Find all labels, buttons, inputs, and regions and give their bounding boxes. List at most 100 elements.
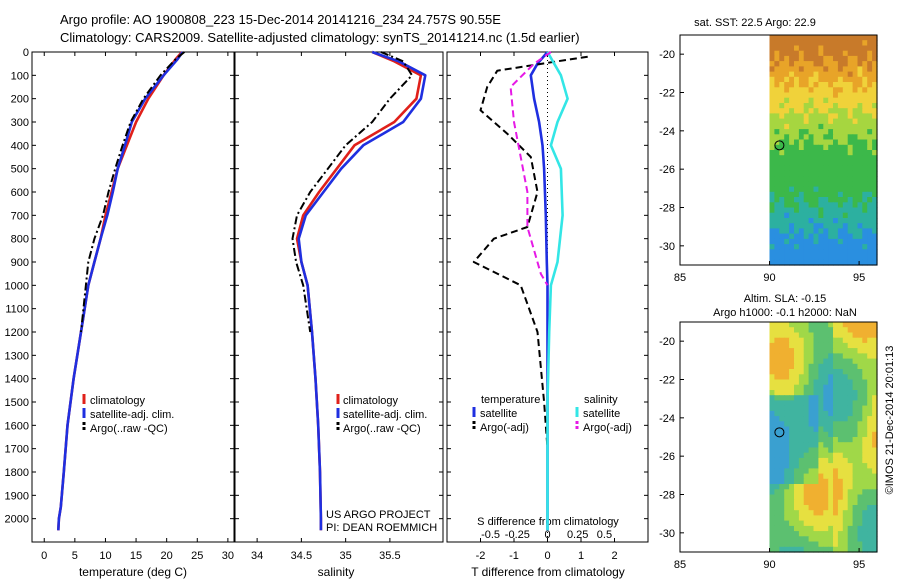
map-cell — [774, 421, 780, 428]
map-cell — [813, 515, 819, 522]
map-cell — [789, 118, 795, 125]
map-cell — [847, 61, 854, 67]
map-cell — [872, 327, 878, 333]
map-cell — [867, 165, 873, 172]
map-cell — [867, 332, 873, 339]
map-cell — [774, 233, 780, 240]
map-cell — [808, 379, 815, 386]
map-cell — [872, 395, 878, 401]
map-cell — [818, 176, 824, 182]
map-cell — [789, 191, 795, 198]
map-cell — [828, 536, 834, 543]
map-cell — [808, 123, 815, 130]
map-cell — [769, 525, 775, 532]
map-cell — [779, 358, 785, 365]
map-cell — [803, 337, 810, 344]
map-cell — [789, 484, 795, 490]
map-cell — [813, 478, 819, 485]
map-cell — [818, 160, 824, 167]
map-cell — [833, 113, 839, 120]
map-cell — [852, 61, 859, 67]
map-cell — [808, 71, 815, 78]
map-cell — [818, 327, 824, 333]
map-cell — [789, 35, 795, 41]
map-cell — [798, 144, 805, 151]
map-cell — [837, 332, 844, 339]
map-cell — [852, 259, 859, 266]
map-cell — [769, 108, 775, 114]
map-cell — [867, 342, 873, 349]
map-cell — [857, 379, 863, 386]
map-cell — [789, 218, 795, 224]
map-cell — [798, 113, 805, 120]
map-cell — [862, 499, 868, 506]
map-cell — [867, 82, 873, 88]
map-cell — [794, 176, 800, 182]
map-cell — [779, 531, 785, 537]
map-cell — [769, 55, 775, 62]
map-cell — [794, 212, 800, 219]
map-y-tick-label: -26 — [659, 451, 675, 463]
map-cell — [872, 218, 878, 224]
map-cell — [842, 123, 849, 130]
map-cell — [808, 223, 815, 229]
map-cell — [769, 484, 775, 490]
map-cell — [798, 463, 805, 469]
map-cell — [794, 165, 800, 172]
x-tick-label: 0 — [41, 550, 47, 562]
map-cell — [798, 160, 805, 167]
map-cell — [833, 410, 839, 417]
map-cell — [852, 50, 859, 57]
map-cell — [789, 202, 795, 209]
map-cell — [803, 82, 810, 88]
map-cell — [774, 71, 780, 78]
map-cell — [798, 348, 805, 354]
map-cell — [823, 108, 829, 114]
map-cell — [852, 463, 859, 469]
map-cell — [774, 478, 780, 485]
map-cell — [808, 499, 815, 506]
map-cell — [798, 510, 805, 516]
map-cell — [823, 478, 829, 485]
map-cell — [833, 505, 839, 511]
map-cell — [808, 35, 815, 41]
map-cell — [862, 181, 868, 188]
map-cell — [847, 374, 854, 381]
map-cell — [794, 40, 800, 46]
map-cell — [818, 207, 824, 214]
map-cell — [842, 244, 849, 250]
map-cell — [842, 400, 849, 407]
map-cell — [818, 416, 824, 422]
map-cell — [828, 342, 834, 349]
map-cell — [867, 468, 873, 475]
map-cell — [872, 202, 878, 209]
map-cell — [784, 457, 790, 464]
map-cell — [867, 71, 873, 78]
map-cell — [779, 170, 785, 177]
map-cell — [784, 342, 790, 349]
map-cell — [794, 76, 800, 83]
map-cell — [823, 405, 829, 412]
map-cell — [872, 494, 878, 501]
map-cell — [803, 463, 810, 469]
map-cell — [794, 228, 800, 235]
map-cell — [862, 191, 868, 198]
map-cell — [837, 76, 844, 83]
map-cell — [852, 176, 859, 182]
map-cell — [823, 160, 829, 167]
map-cell — [823, 536, 829, 543]
x-tick-label: 1 — [578, 550, 584, 562]
map-cell — [842, 416, 849, 422]
map-cell — [774, 160, 780, 167]
map-cell — [794, 129, 800, 135]
map-cell — [808, 150, 815, 156]
map-cell — [847, 410, 854, 417]
map-cell — [769, 410, 775, 417]
map-cell — [813, 327, 819, 333]
s-tick-label: 0 — [544, 529, 550, 541]
map-cell — [847, 447, 854, 454]
map-cell — [837, 342, 844, 349]
map-cell — [857, 150, 863, 156]
map-cell — [852, 71, 859, 78]
map-cell — [779, 50, 785, 57]
